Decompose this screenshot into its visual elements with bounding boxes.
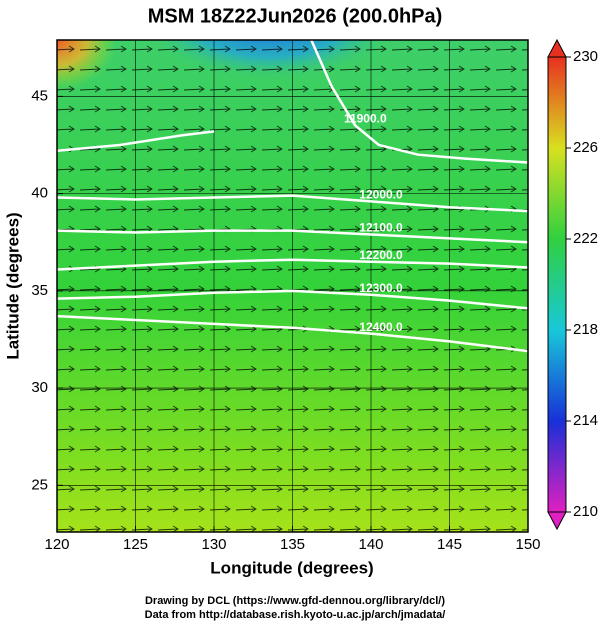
colorbar-tick-label: 214 — [573, 412, 598, 429]
colorbar-tick-label: 218 — [573, 321, 598, 338]
contour-label: 12300.0 — [359, 281, 403, 295]
chart-title: MSM 18Z22Jun2026 (200.0hPa) — [148, 5, 443, 27]
y-tick-label: 35 — [31, 282, 48, 299]
contour-label: 12400.0 — [359, 320, 403, 334]
colorbar-tick-label: 222 — [573, 230, 598, 247]
colorbar-tick-label: 230 — [573, 48, 598, 65]
colorbar-tick-label: 226 — [573, 139, 598, 156]
credit: Data from http://database.rish.kyoto-u.a… — [145, 609, 446, 621]
colorbar-tick-label: 210 — [573, 503, 598, 520]
contour-line — [57, 194, 528, 213]
x-tick-label: 130 — [201, 536, 226, 553]
x-tick-label: 120 — [44, 536, 69, 553]
contour-line — [57, 314, 528, 353]
credit: Drawing by DCL (https://www.gfd-dennou.o… — [145, 595, 445, 607]
contour-line — [57, 289, 528, 310]
contour-line — [57, 229, 528, 244]
y-tick-label: 40 — [31, 185, 48, 202]
y-tick-label: 25 — [31, 476, 48, 493]
contour-line — [57, 258, 528, 271]
contour-line — [57, 40, 528, 164]
colorbar — [547, 38, 567, 531]
contour-label: 12100.0 — [359, 221, 403, 235]
contours: 11900.0 12000.0 12100.0 12200.0 12300.0 12400… — [57, 40, 528, 353]
x-tick-label: 125 — [123, 536, 148, 553]
x-tick-label: 140 — [358, 536, 383, 553]
x-tick-label: 150 — [515, 536, 540, 553]
y-axis-label: Latitude (degrees) — [3, 212, 22, 359]
x-tick-label: 135 — [280, 536, 305, 553]
y-tick-label: 30 — [31, 379, 48, 396]
contour-label: 12000.0 — [359, 188, 403, 202]
contour-label: 12200.0 — [359, 248, 403, 262]
x-tick-label: 145 — [437, 536, 462, 553]
contour-label: 11900.0 — [344, 112, 387, 126]
x-axis-label: Longitude (degrees) — [210, 558, 373, 577]
y-tick-label: 45 — [31, 87, 48, 104]
